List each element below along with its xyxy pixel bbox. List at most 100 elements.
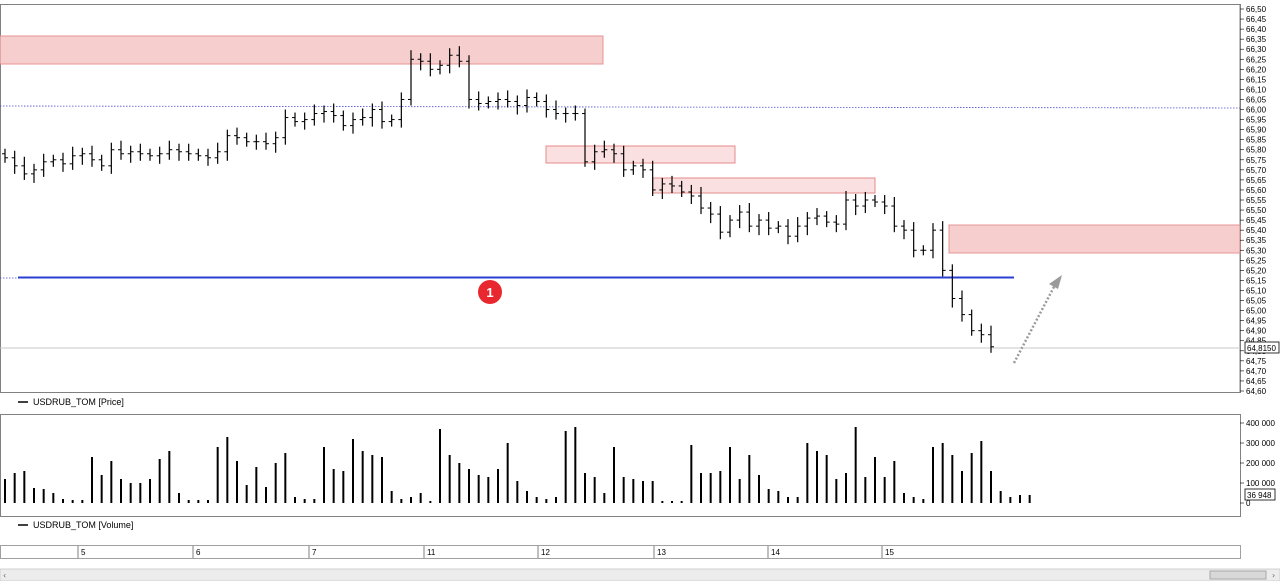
ohlc-bar bbox=[60, 152, 66, 172]
ohlc-bar bbox=[572, 105, 579, 121]
date-label: 6 bbox=[196, 548, 201, 557]
ohlc-bar bbox=[939, 221, 946, 277]
ohlc-bar bbox=[108, 142, 115, 174]
price-tick-label: 65,15 bbox=[1246, 276, 1267, 285]
ohlc-bar bbox=[698, 186, 704, 215]
volume-legend: USDRUB_TOM [Volume] bbox=[18, 520, 133, 530]
ohlc-bar bbox=[388, 114, 395, 127]
scroll-right-icon: › bbox=[1272, 571, 1275, 580]
projection-arrow bbox=[1012, 275, 1062, 364]
ohlc-bar bbox=[611, 143, 617, 163]
date-label: 12 bbox=[541, 548, 550, 557]
ohlc-bar bbox=[185, 143, 192, 161]
ohlc-bar bbox=[466, 55, 472, 109]
ohlc-bar bbox=[408, 50, 414, 106]
price-tag-text: 64,8150 bbox=[1247, 344, 1276, 353]
price-tick-label: 65,05 bbox=[1246, 297, 1267, 306]
ohlc-bar bbox=[649, 160, 656, 196]
ohlc-bar bbox=[147, 148, 153, 161]
ohlc-bar bbox=[340, 110, 347, 131]
price-tick-label: 65,60 bbox=[1246, 186, 1267, 195]
price-tick-label: 65,75 bbox=[1246, 156, 1267, 165]
price-tag: 64,8150 bbox=[1244, 341, 1280, 354]
price-tick-label: 64,90 bbox=[1246, 327, 1267, 336]
price-zones bbox=[0, 35, 1241, 254]
resistance-dotted-line bbox=[0, 105, 1241, 109]
ohlc-bar bbox=[311, 104, 318, 126]
price-tick-label: 64,70 bbox=[1246, 367, 1267, 376]
ohlc-bar bbox=[582, 108, 588, 167]
ohlc-bar bbox=[872, 194, 878, 208]
ohlc-bar bbox=[620, 145, 627, 177]
ohlc-bar bbox=[775, 221, 782, 234]
ohlc-bar bbox=[533, 92, 540, 107]
zone-top bbox=[0, 35, 604, 65]
ohlc-bar bbox=[678, 180, 685, 197]
ohlc-bar bbox=[495, 92, 501, 110]
zone-right bbox=[948, 224, 1241, 254]
price-tick-label: 65,35 bbox=[1246, 236, 1267, 245]
volume-bars bbox=[4, 427, 1031, 503]
ohlc-bar bbox=[640, 158, 646, 178]
volume-tag-text: 36 948 bbox=[1247, 491, 1272, 500]
ohlc-bar bbox=[765, 212, 772, 236]
price-tick-label: 66,25 bbox=[1246, 55, 1267, 64]
ohlc-bar bbox=[456, 46, 463, 68]
scroll-thumb[interactable] bbox=[1209, 570, 1267, 580]
date-label: 14 bbox=[771, 548, 780, 557]
ohlc-bar bbox=[31, 163, 37, 183]
ohlc-bar bbox=[688, 184, 695, 205]
price-tick-label: 66,45 bbox=[1246, 15, 1267, 24]
ohlc-bar bbox=[901, 220, 907, 240]
ohlc-bar bbox=[475, 91, 482, 111]
ohlc-bar bbox=[214, 142, 221, 164]
ohlc-bar bbox=[504, 90, 511, 108]
ohlc-bar bbox=[659, 177, 666, 199]
price-tick-label: 65,30 bbox=[1246, 246, 1267, 255]
ohlc-bar bbox=[930, 223, 936, 259]
ohlc-bar bbox=[2, 148, 8, 163]
price-tick-label: 64,95 bbox=[1246, 317, 1267, 326]
volume-tick-label: 400 000 bbox=[1246, 419, 1275, 428]
ohlc-bar bbox=[253, 134, 260, 150]
ohlc-bar bbox=[804, 212, 811, 236]
ohlc-bar bbox=[379, 101, 385, 129]
ohlc-bar bbox=[118, 140, 124, 160]
price-tick-label: 65,55 bbox=[1246, 196, 1267, 205]
ohlc-bar bbox=[630, 160, 637, 175]
volume-axis: 400 000 300 000 200 000 100 000 0 bbox=[1240, 419, 1275, 508]
ohlc-bar bbox=[21, 156, 28, 180]
ohlc-bar bbox=[736, 205, 743, 229]
price-tick-label: 65,90 bbox=[1246, 126, 1267, 135]
ohlc-bar bbox=[524, 89, 530, 113]
ohlc-bar bbox=[195, 148, 202, 161]
price-tick-label: 66,50 bbox=[1246, 5, 1267, 14]
ohlc-bar bbox=[959, 290, 965, 322]
price-axis: 66,5066,4566,4066,3566,3066,2566,2066,15… bbox=[1240, 5, 1267, 396]
ohlc-bar bbox=[89, 145, 95, 167]
ohlc-bar bbox=[881, 194, 888, 215]
horizontal-scrollbar[interactable]: ‹ › bbox=[0, 568, 1280, 581]
ohlc-bar bbox=[301, 112, 308, 130]
ohlc-bar bbox=[910, 222, 917, 258]
price-tick-label: 66,30 bbox=[1246, 45, 1267, 54]
price-tick-label: 65,95 bbox=[1246, 116, 1267, 125]
zone-mid-1 bbox=[545, 145, 736, 164]
price-tick-label: 65,20 bbox=[1246, 266, 1267, 275]
price-tick-label: 66,40 bbox=[1246, 25, 1267, 34]
ohlc-bar bbox=[862, 191, 869, 214]
ohlc-bar bbox=[988, 325, 994, 353]
ohlc-bar bbox=[949, 264, 956, 308]
price-legend-text: USDRUB_TOM [Price] bbox=[33, 397, 124, 407]
ohlc-bar bbox=[398, 92, 405, 128]
ohlc-bar bbox=[359, 108, 366, 126]
ohlc-bar bbox=[843, 190, 849, 231]
price-tick-label: 65,80 bbox=[1246, 146, 1267, 155]
date-axis bbox=[0, 545, 1241, 559]
ohlc-bar bbox=[224, 129, 231, 161]
price-tick-label: 65,10 bbox=[1246, 286, 1267, 295]
price-tick-label: 65,45 bbox=[1246, 216, 1267, 225]
ohlc-bar bbox=[127, 145, 134, 163]
ohlc-bar bbox=[79, 147, 86, 165]
ohlc-bar bbox=[272, 131, 279, 153]
